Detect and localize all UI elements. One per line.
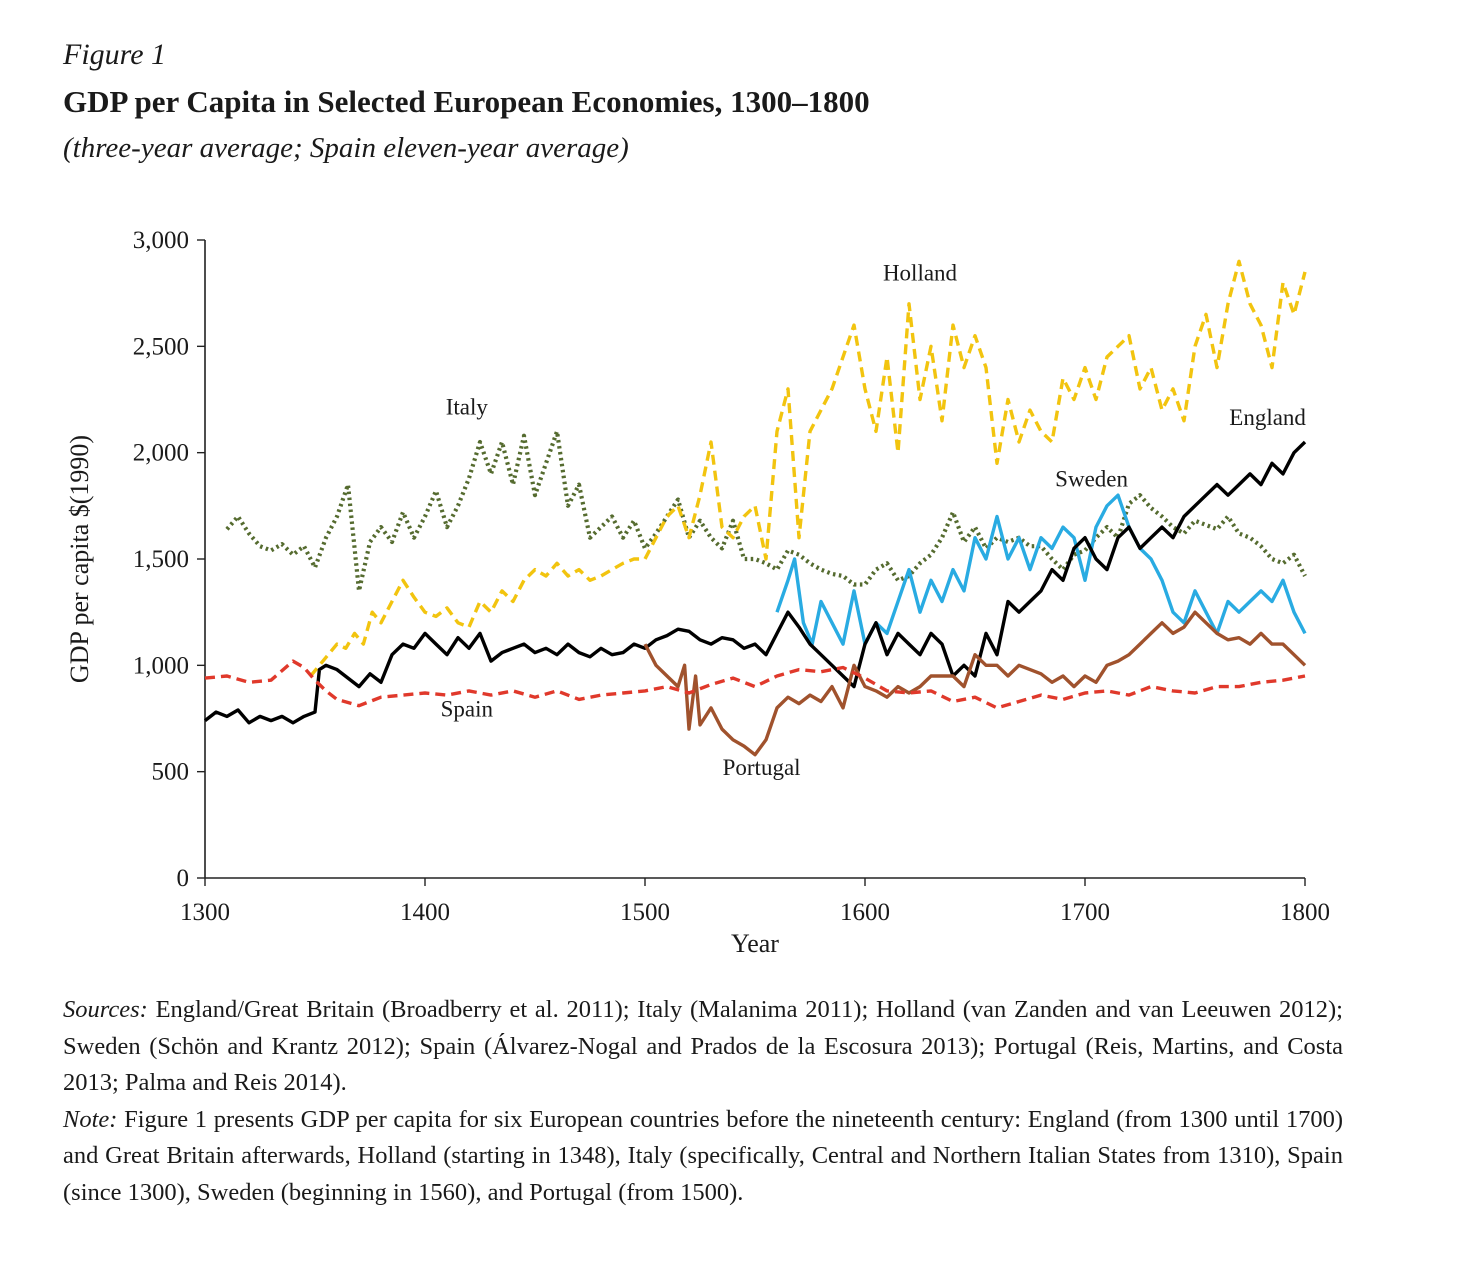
chart-subtitle: (three-year average; Spain eleven-year a… <box>63 132 629 164</box>
y-tick-label: 500 <box>152 759 190 786</box>
plot-lines <box>203 259 1307 757</box>
x-tick-label: 1800 <box>1280 899 1330 926</box>
series-line-portugal <box>643 610 1307 757</box>
note-lead: Note: <box>63 1105 118 1133</box>
x-tick-label: 1400 <box>400 899 450 926</box>
series-label-italy: Italy <box>446 394 489 419</box>
sources-paragraph: Sources: England/Great Britain (Broadber… <box>63 992 1343 1102</box>
figure-notes: Sources: England/Great Britain (Broadber… <box>63 992 1343 1211</box>
series-line-holland <box>309 259 1307 678</box>
note-paragraph: Note: Figure 1 presents GDP per capita f… <box>63 1102 1343 1212</box>
y-tick-label: 1,500 <box>133 546 189 573</box>
x-tick-label: 1500 <box>620 899 670 926</box>
series-line-spain <box>204 659 1306 710</box>
annotations: Italy Holland England Sweden Spain Portugal <box>441 260 1307 779</box>
y-tick-label: 0 <box>177 865 190 892</box>
sources-text: England/Great Britain (Broadberry et al.… <box>63 996 1343 1096</box>
series-label-sweden: Sweden <box>1055 467 1128 492</box>
series-label-england: England <box>1229 405 1306 430</box>
note-text: Figure 1 presents GDP per capita for six… <box>63 1105 1343 1206</box>
figure-label: Figure 1 <box>63 38 167 71</box>
series-label-spain: Spain <box>441 696 494 721</box>
sources-lead: Sources: <box>63 996 148 1023</box>
y-tick-label: 2,000 <box>133 440 189 467</box>
y-tick-label: 3,000 <box>133 227 189 254</box>
x-axis-label: Year <box>731 929 779 958</box>
series-line-italy <box>225 429 1307 593</box>
y-axis-label: GDP per capita $(1990) <box>65 435 94 683</box>
x-tick-label: 1600 <box>840 899 890 926</box>
y-tick-label: 1,000 <box>133 652 189 679</box>
x-tick-label: 1300 <box>180 899 230 926</box>
y-tick-label: 2,500 <box>133 333 189 360</box>
chart-title: GDP per Capita in Selected European Econ… <box>63 84 870 119</box>
gdp-line-chart: 0 500 1,000 1,500 2,000 2,500 3,000 1300 1400 150… <box>65 227 1330 958</box>
x-tick-label: 1700 <box>1060 899 1110 926</box>
series-label-portugal: Portugal <box>723 755 801 780</box>
axes: 0 500 1,000 1,500 2,000 2,500 3,000 1300 1400 150… <box>65 227 1330 958</box>
series-line-england <box>203 440 1307 725</box>
series-label-holland: Holland <box>883 260 958 285</box>
